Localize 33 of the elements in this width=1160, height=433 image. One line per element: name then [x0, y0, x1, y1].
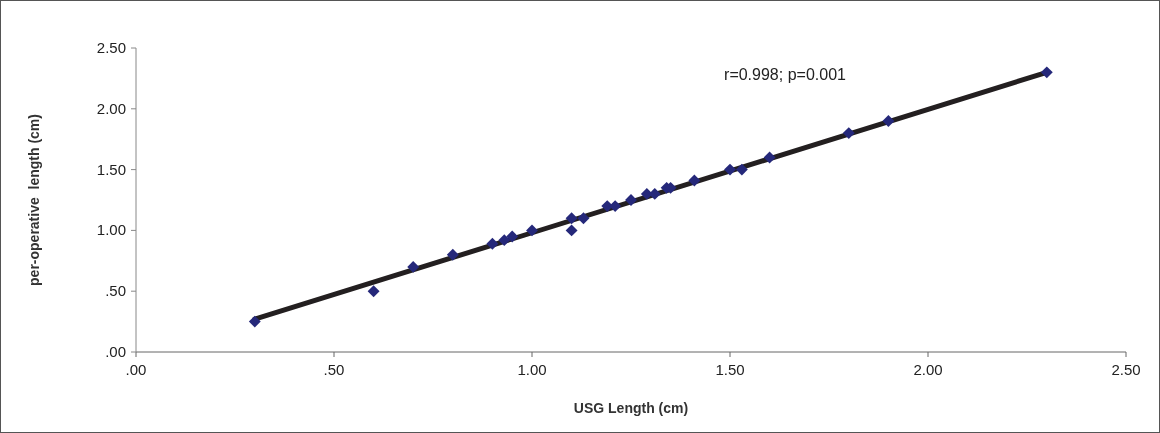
y-tick-label: 2.00	[96, 99, 126, 117]
point	[577, 212, 590, 225]
point	[486, 237, 499, 250]
point	[688, 174, 701, 187]
y-tick-label: 2.50	[96, 39, 126, 56]
point	[446, 248, 459, 261]
point	[565, 224, 578, 237]
x-tick-label: 2.50	[1111, 361, 1141, 378]
point	[506, 230, 519, 243]
point	[1040, 66, 1053, 79]
x-axis-title: USG Length (cm)	[573, 400, 689, 416]
x-tick-label: .50	[323, 361, 345, 378]
point	[407, 260, 420, 273]
annotation: r=0.998; p=0.001	[724, 66, 847, 83]
y-tick-label: 1.00	[96, 221, 126, 239]
x-tick-label: 1.00	[517, 361, 547, 378]
point	[763, 151, 776, 164]
y-axis-title: per-operative length (cm)	[26, 114, 42, 286]
point	[526, 224, 538, 237]
point	[882, 115, 895, 127]
y-tick-label: .50	[105, 282, 126, 300]
point	[565, 212, 578, 225]
x-tick-label: .00	[125, 361, 147, 378]
point	[248, 315, 261, 328]
x-tick-label: 1.50	[715, 361, 745, 378]
point	[735, 163, 748, 176]
point	[498, 234, 511, 247]
y-tick-label: .00	[105, 343, 126, 360]
point	[367, 285, 380, 298]
y-tick-label: 1.50	[96, 160, 126, 178]
point	[842, 127, 855, 140]
point	[724, 163, 736, 176]
x-tick-label: 2.00	[913, 361, 943, 378]
